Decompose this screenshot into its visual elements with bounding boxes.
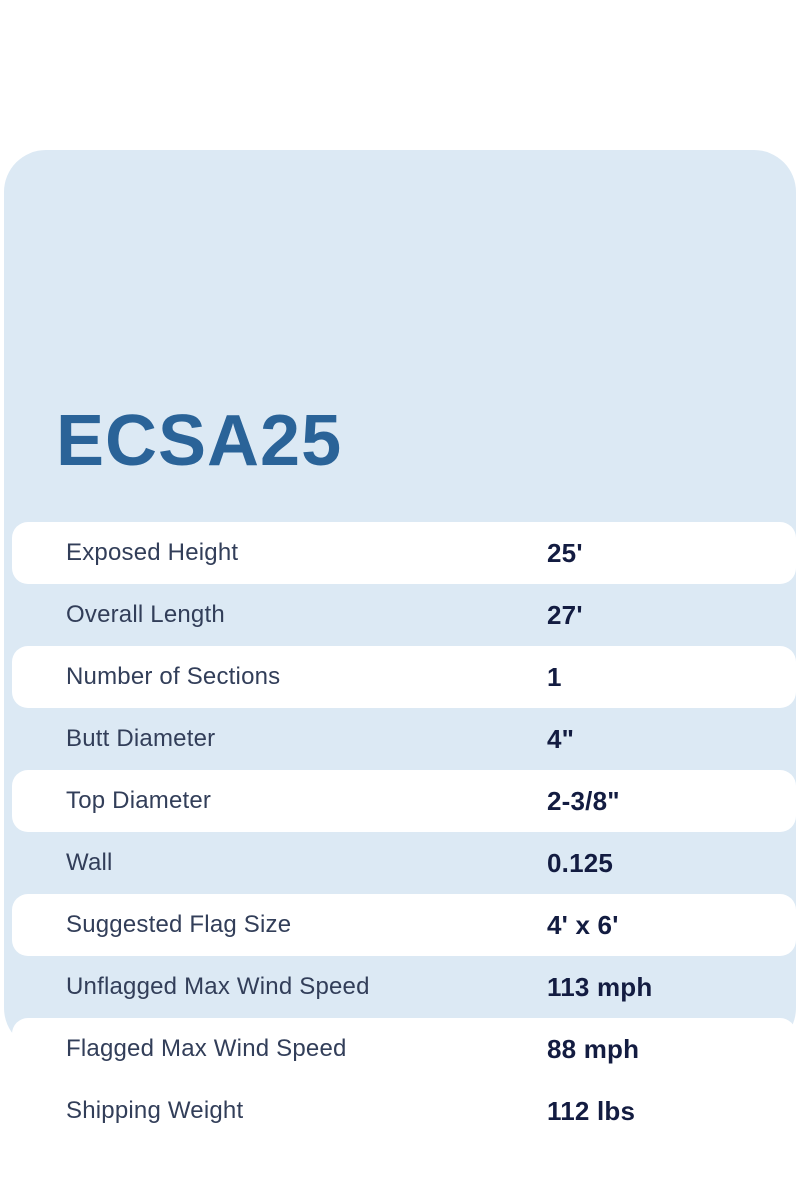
spec-value: 1 — [547, 661, 562, 692]
product-spec-card: ECSA25 Exposed Height 25' Overall Length… — [4, 150, 796, 1126]
table-row: Overall Length 27' — [12, 584, 796, 646]
table-row: Top Diameter 2-3/8" — [12, 770, 796, 832]
spec-value: 4' x 6' — [547, 909, 619, 940]
spec-label: Wall — [66, 849, 113, 876]
table-row: Shipping Weight 112 lbs — [12, 1080, 796, 1142]
spec-value: 25' — [547, 537, 583, 568]
spec-value: 0.125 — [547, 847, 614, 878]
table-row: Unflagged Max Wind Speed 113 mph — [12, 956, 796, 1018]
table-row: Exposed Height 25' — [12, 522, 796, 584]
spec-value: 88 mph — [547, 1033, 640, 1064]
product-model-title: ECSA25 — [56, 401, 343, 481]
spec-label: Butt Diameter — [66, 725, 216, 752]
spec-value: 113 mph — [547, 971, 653, 1002]
table-row: Butt Diameter 4" — [12, 708, 796, 770]
spec-label: Top Diameter — [66, 787, 212, 814]
spec-value: 112 lbs — [547, 1095, 636, 1126]
spec-label: Number of Sections — [66, 663, 281, 690]
spec-value: 27' — [547, 599, 583, 630]
spec-label: Overall Length — [66, 601, 225, 628]
spec-label: Shipping Weight — [66, 1097, 244, 1124]
spec-label: Unflagged Max Wind Speed — [66, 973, 370, 1000]
table-row: Wall 0.125 — [12, 832, 796, 894]
spec-label: Suggested Flag Size — [66, 911, 292, 938]
spec-value: 4" — [547, 723, 575, 754]
table-row: Flagged Max Wind Speed 88 mph — [12, 1018, 796, 1080]
spec-table: Exposed Height 25' Overall Length 27' Nu… — [12, 522, 796, 1142]
table-row: Number of Sections 1 — [12, 646, 796, 708]
spec-label: Exposed Height — [66, 539, 239, 566]
table-row: Suggested Flag Size 4' x 6' — [12, 894, 796, 956]
spec-value: 2-3/8" — [547, 785, 620, 816]
spec-label: Flagged Max Wind Speed — [66, 1035, 347, 1062]
